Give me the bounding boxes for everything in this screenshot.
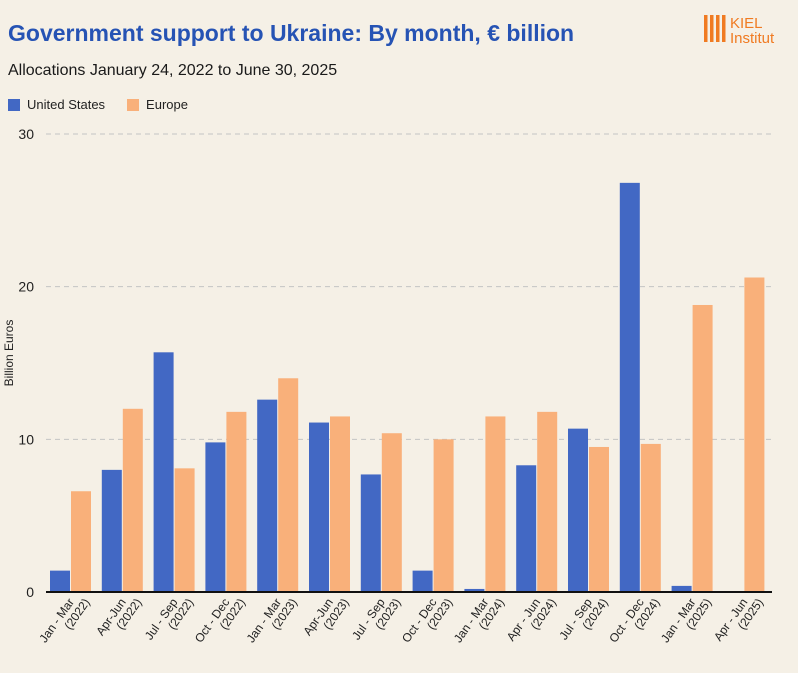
bar-europe-13[interactable] [744, 277, 765, 592]
bar-us-12[interactable] [671, 585, 692, 592]
kiel-institut-logo: KIEL Institut [704, 15, 775, 47]
legend-swatch-us [8, 98, 20, 111]
x-tick-label-2: Jul - Sep(2022) [142, 588, 196, 650]
legend-label-europe: Europe [146, 97, 188, 112]
x-tick-label-1: Apr-Jun(2022) [93, 588, 144, 645]
x-tick-label-8: Jan - Mar(2024) [451, 588, 507, 652]
legend-item-europe[interactable]: Europe [127, 97, 188, 112]
bar-us-6[interactable] [360, 474, 381, 592]
bar-europe-6[interactable] [381, 433, 402, 592]
bar-us-0[interactable] [50, 570, 70, 592]
chart-subtitle: Allocations January 24, 2022 to June 30,… [8, 62, 338, 79]
bar-us-5[interactable] [309, 422, 329, 592]
x-tick-label-5: Apr-Jun(2023) [300, 588, 351, 645]
legend-item-united-states[interactable]: United States [8, 97, 105, 112]
bar-europe-2[interactable] [174, 468, 195, 592]
bar-europe-8[interactable] [485, 416, 506, 592]
bar-europe-1[interactable] [122, 408, 143, 592]
x-tick-label-9: Apr - Jun(2024) [504, 588, 559, 651]
logo-line1: KIEL [730, 15, 763, 32]
bar-us-4[interactable] [257, 399, 278, 592]
logo-line2: Institut [730, 30, 775, 47]
bar-europe-7[interactable] [433, 439, 454, 592]
legend: United States Europe [8, 97, 210, 112]
x-tick-label-11: Oct - Dec(2024) [606, 588, 662, 652]
bar-us-7[interactable] [412, 570, 433, 592]
bar-europe-9[interactable] [537, 411, 558, 592]
x-tick-label-10: Jul - Sep(2024) [556, 588, 610, 650]
bar-us-9[interactable] [516, 465, 537, 592]
x-tick-label-7: Oct - Dec(2023) [399, 588, 455, 652]
legend-label-us: United States [27, 97, 106, 112]
bar-us-2[interactable] [153, 352, 174, 592]
bar-us-1[interactable] [101, 469, 122, 592]
bar-us-8[interactable] [464, 588, 485, 592]
x-tick-label-6: Jul - Sep(2023) [349, 588, 403, 650]
x-tick-label-13: Apr - Jun(2025) [711, 588, 766, 651]
y-axis-label: Billion Euros [2, 320, 16, 387]
y-tick-label-0: 0 [26, 584, 34, 600]
x-tick-label-0: Jan - Mar(2022) [36, 588, 92, 652]
bar-europe-10[interactable] [589, 446, 609, 592]
bar-europe-4[interactable] [278, 378, 299, 592]
y-tick-label-20: 20 [18, 279, 34, 295]
y-tick-label-10: 10 [18, 431, 34, 447]
chart-title: Government support to Ukraine: By month,… [8, 20, 575, 46]
bar-us-3[interactable] [205, 442, 226, 592]
bar-us-10[interactable] [568, 428, 588, 592]
bar-europe-11[interactable] [640, 443, 661, 592]
bar-europe-0[interactable] [71, 491, 91, 592]
x-tick-label-3: Oct - Dec(2022) [192, 588, 248, 652]
bar-europe-5[interactable] [330, 416, 350, 592]
bar-europe-12[interactable] [692, 304, 713, 592]
x-tick-label-4: Jan - Mar(2023) [244, 588, 300, 652]
legend-swatch-europe [127, 98, 140, 111]
bar-europe-3[interactable] [226, 411, 247, 592]
bar-us-11[interactable] [619, 182, 640, 592]
x-tick-label-12: Jan - Mar(2025) [658, 588, 714, 652]
y-tick-label-30: 30 [18, 126, 34, 142]
